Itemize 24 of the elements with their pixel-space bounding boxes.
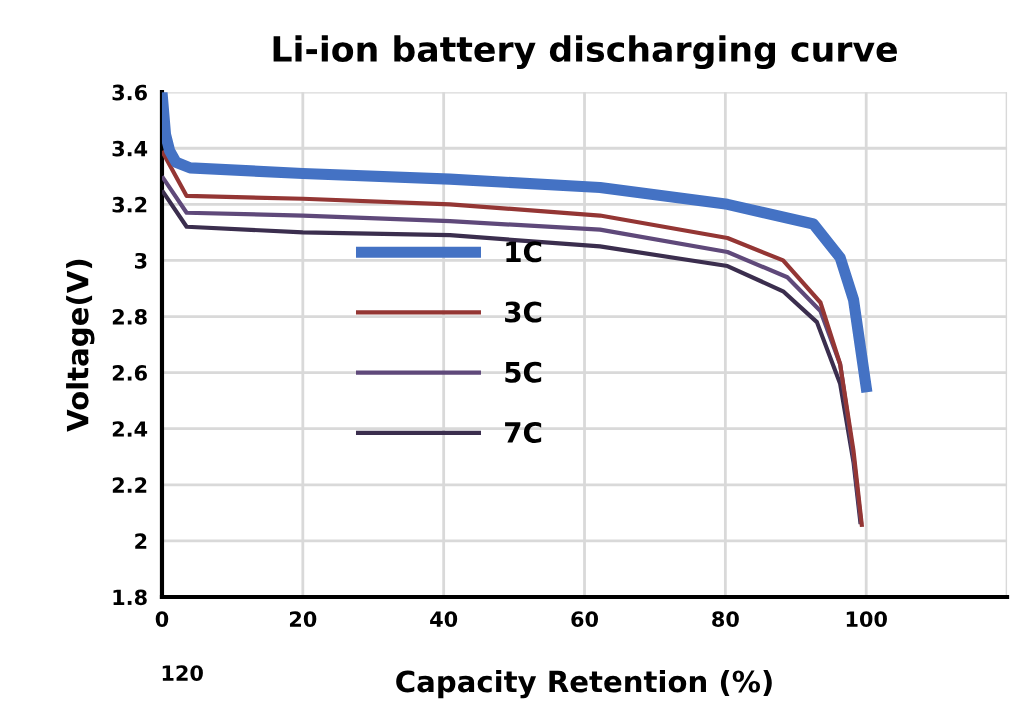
y-tick-label: 2.8	[112, 308, 147, 325]
y-tick-label: 3.4	[112, 140, 148, 157]
y-axis-title: Voltage(V)	[66, 259, 95, 432]
legend-label: 3C	[505, 301, 542, 323]
y-tick-label: 2.4	[112, 421, 148, 437]
x-tick-label: 100	[846, 611, 887, 627]
legend-label: 7C	[505, 421, 542, 443]
x-tick-label: 40	[430, 611, 458, 627]
x-tick-label: 20	[289, 611, 317, 627]
legend-label: 5C	[505, 361, 542, 383]
y-tick-label: 3.6	[112, 84, 147, 101]
y-tick-label: 2.2	[112, 477, 147, 493]
x-tick-label: 60	[571, 611, 599, 627]
chart-title: Li-ion battery discharging curve	[273, 35, 897, 70]
x-tick-label: 0	[155, 611, 169, 627]
y-tick-label: 3	[134, 252, 147, 269]
legend-label: 1C	[506, 241, 542, 263]
y-tick-label: 2.6	[112, 365, 147, 381]
x-tick-label: 80	[712, 611, 739, 627]
x-axis-title: Capacity Retention (%)	[396, 669, 772, 699]
y-tick-label: 2	[135, 533, 147, 549]
text: 120	[162, 665, 203, 681]
y-tick-label: 3.2	[112, 196, 147, 213]
y-tick-label: 1.8	[113, 589, 147, 606]
